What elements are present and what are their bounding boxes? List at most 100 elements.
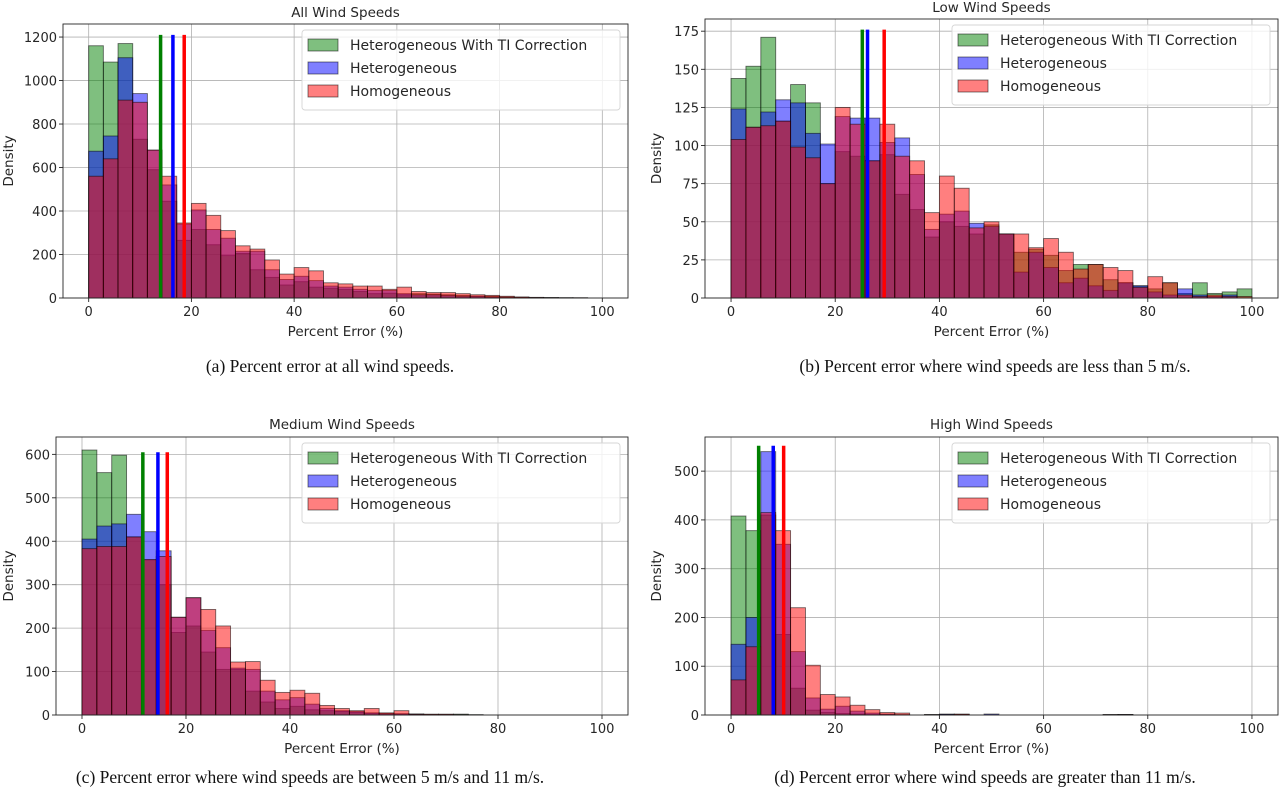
histogram-bar: [1043, 238, 1059, 299]
histogram-bar: [234, 245, 251, 299]
histogram-bar: [1117, 270, 1134, 299]
histogram-bar: [425, 292, 442, 299]
histogram-bar: [381, 288, 398, 299]
histogram-bar: [117, 99, 134, 299]
series-homogeneous: [730, 512, 1134, 716]
legend-label: Heterogeneous: [1000, 56, 1107, 72]
histogram-bar: [132, 101, 148, 299]
x-tick-label: 20: [827, 722, 844, 737]
axes-frame: [62, 23, 629, 299]
histogram-bar: [259, 679, 276, 716]
legend-swatch: [957, 474, 989, 488]
histogram-bar: [968, 227, 985, 299]
y-tick-label: 1000: [24, 75, 57, 90]
histogram-bar: [88, 175, 104, 299]
histogram-bar: [909, 160, 925, 299]
x-tick-label: 60: [389, 305, 406, 320]
x-tick-label: 80: [491, 305, 508, 320]
histogram-bar: [274, 691, 291, 716]
x-axis-label: Percent Error (%): [284, 741, 400, 757]
histogram-bar: [279, 273, 295, 299]
chart-title: All Wind Speeds: [291, 5, 400, 21]
x-tick-label: 40: [931, 305, 948, 320]
histogram-bar: [1102, 267, 1119, 299]
histogram-bar: [730, 679, 747, 716]
legend-swatch: [957, 56, 989, 70]
caption: (c) Percent error where wind speeds are …: [75, 767, 545, 787]
histogram-bar: [215, 625, 232, 716]
y-tick-label: 0: [691, 292, 699, 307]
histogram-bar: [790, 146, 806, 299]
legend-label: Heterogeneous With TI Correction: [1000, 33, 1237, 49]
legend-label: Heterogeneous With TI Correction: [1000, 451, 1237, 467]
histogram-bar: [953, 187, 970, 299]
y-tick-label: 100: [674, 140, 699, 155]
y-tick-label: 100: [674, 660, 699, 675]
histogram-bar: [819, 183, 836, 299]
histogram-bar: [1132, 286, 1149, 299]
y-tick-label: 0: [49, 292, 57, 307]
legend-box: [951, 24, 1271, 106]
chart-all-wind-speeds: 0 20 40 60 80 100 0 200 400 600 800 1000 1200 All Win…: [0, 0, 640, 400]
x-tick-label: 20: [183, 305, 200, 320]
histogram-bar: [1013, 233, 1030, 299]
chart-svg: 0 20 40 60 80 100 0 25 50 75 100 125 150 175 Low Wind …: [649, 0, 1279, 340]
legend-label: Homogeneous: [1000, 79, 1101, 95]
axes-frame: [704, 18, 1279, 299]
series-homogeneous: [88, 99, 589, 299]
legend-box: [951, 442, 1271, 524]
legend-swatch: [307, 61, 339, 75]
histogram-bar: [304, 692, 321, 716]
y-tick-label: 0: [691, 709, 699, 724]
histogram-bar: [200, 608, 217, 716]
histogram-bar: [1206, 294, 1223, 299]
histogram-bar: [805, 664, 821, 716]
chart-svg: 0 20 40 60 80 100 0 100 200 300 400 500 600 Medium Wi…: [1, 417, 629, 757]
x-tick-label: 60: [386, 722, 403, 737]
legend-label: Heterogeneous: [1000, 474, 1107, 490]
y-tick-label: 200: [674, 611, 699, 626]
histogram-bar: [319, 704, 336, 716]
legend: Heterogeneous With TI Correction Heteroge…: [301, 442, 621, 524]
y-tick-label: 50: [682, 216, 699, 231]
axes-frame: [55, 436, 629, 716]
legend-box: [301, 442, 621, 524]
histogram-bar: [230, 661, 246, 716]
x-tick-label: 100: [590, 722, 615, 737]
histogram-bar: [323, 282, 339, 299]
legend-swatch: [307, 84, 339, 98]
histogram-bar: [440, 292, 457, 299]
x-tick-label: 40: [282, 722, 299, 737]
histogram-bar: [244, 661, 261, 716]
histogram-bar: [126, 536, 142, 716]
x-tick-label: 20: [827, 305, 844, 320]
legend-label: Homogeneous: [350, 84, 451, 100]
chart-title: Medium Wind Speeds: [269, 417, 415, 433]
x-tick-label: 100: [1240, 722, 1265, 737]
legend-swatch: [957, 451, 989, 465]
histogram-bar: [96, 546, 113, 716]
y-axis-label: Density: [1, 550, 17, 601]
x-tick-label: 80: [490, 722, 507, 737]
legend-label: Heterogeneous With TI Correction: [350, 38, 587, 54]
histogram-bar: [352, 285, 368, 299]
x-tick-label: 0: [85, 305, 93, 320]
y-tick-label: 75: [682, 178, 699, 193]
histogram-bar: [264, 259, 280, 299]
histogram-bar: [1162, 282, 1178, 299]
legend-swatch: [307, 451, 339, 465]
y-tick-label: 400: [674, 514, 699, 529]
y-tick-label: 800: [32, 118, 57, 133]
y-tick-label: 200: [32, 249, 57, 264]
x-tick-label: 80: [1139, 722, 1156, 737]
histogram-bar: [1058, 251, 1074, 299]
histogram-bar: [455, 293, 471, 299]
histogram-bar: [819, 694, 836, 716]
y-tick-label: 300: [25, 579, 50, 594]
chart-low-wind-speeds: 0 20 40 60 80 100 0 25 50 75 100 125 150 175 Low Wind …: [640, 0, 1279, 400]
histogram-bar: [249, 248, 266, 299]
chart-high-wind-speeds: 0 20 40 60 80 100 0 100 200 300 400 500 High Wind Sp…: [640, 405, 1279, 797]
y-tick-label: 300: [674, 563, 699, 578]
histogram-bar: [220, 230, 236, 299]
